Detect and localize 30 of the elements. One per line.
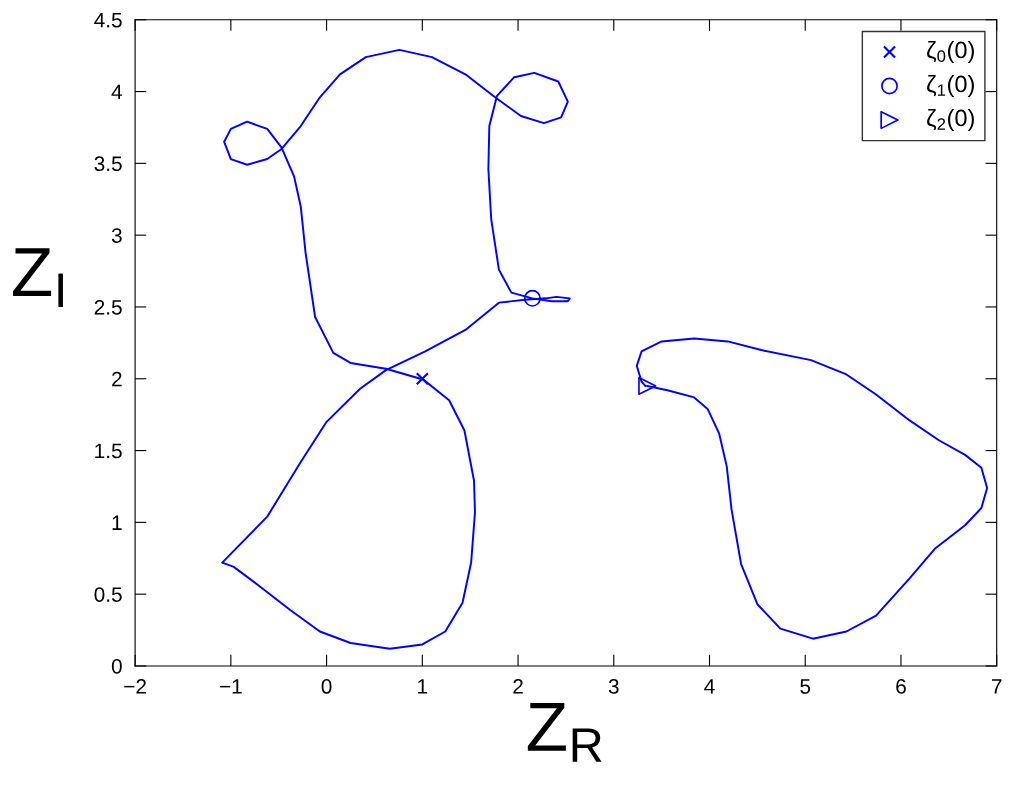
x-tick-label: 6 [896,679,906,694]
legend-label: ζ$_{2}$(0) [927,109,974,131]
x-tick-label: 4 [704,679,715,694]
y-tick-label: 3.5 [94,156,122,172]
y-tick-label: 2.5 [94,299,122,315]
legend-label: ζ$_{0}$(0) [927,41,974,63]
x-tick-label: 1 [418,679,428,694]
x-tick-label: 0 [321,679,332,694]
x-tick-label: 5 [800,679,811,694]
x-axis-title: Z$_{R}$ [527,703,602,762]
point [523,289,541,307]
line-series [221,48,571,650]
legend-label: ζ$_{1}$(0) [927,75,974,97]
y-tick-label: 2 [112,371,122,387]
y-axis-title: Z$_{I}$ [13,248,63,307]
point [415,372,429,386]
y-tick-label: 3 [111,228,122,243]
x-tick-label: −2 [124,679,146,694]
y-tick-label: 0.5 [94,587,122,602]
line-series [635,337,989,640]
y-tick-label: 4.5 [94,12,122,28]
x-tick-label: 3 [608,679,619,694]
y-tick-label: 4 [111,84,123,100]
y-tick-label: 0 [111,658,122,674]
x-tick-label: 7 [991,679,1002,694]
x-tick-label: −1 [220,679,242,694]
x-tick-label: 2 [513,679,523,694]
point [638,376,657,396]
y-tick-label: 1.5 [95,443,122,459]
y-tick-label: 1 [112,515,122,530]
